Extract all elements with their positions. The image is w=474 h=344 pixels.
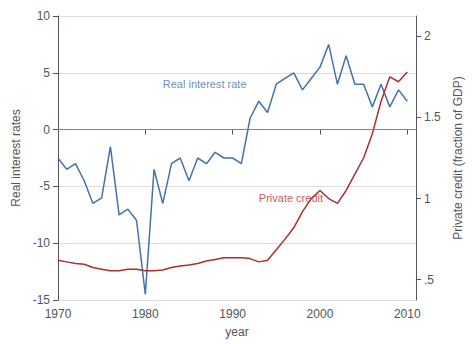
svg-text:.5: .5: [424, 273, 434, 287]
svg-text:Real interest rates: Real interest rates: [9, 109, 23, 206]
svg-text:1970: 1970: [45, 307, 72, 321]
svg-text:Private credit: Private credit: [259, 192, 323, 204]
svg-text:-15: -15: [33, 293, 51, 307]
svg-text:1: 1: [424, 192, 431, 206]
svg-text:1990: 1990: [219, 307, 246, 321]
svg-text:1.5: 1.5: [424, 110, 441, 124]
svg-text:10: 10: [37, 9, 51, 23]
svg-text:year: year: [225, 325, 248, 339]
svg-text:Real interest rate: Real interest rate: [163, 78, 247, 90]
svg-text:Private credit (fraction of GD: Private credit (fraction of GDP): [451, 76, 465, 239]
svg-text:2000: 2000: [307, 307, 334, 321]
svg-text:-10: -10: [33, 236, 51, 250]
svg-text:2010: 2010: [394, 307, 421, 321]
svg-text:-5: -5: [39, 179, 50, 193]
svg-text:5: 5: [43, 66, 50, 80]
svg-text:2: 2: [424, 29, 431, 43]
svg-text:1980: 1980: [132, 307, 159, 321]
svg-text:0: 0: [43, 123, 50, 137]
